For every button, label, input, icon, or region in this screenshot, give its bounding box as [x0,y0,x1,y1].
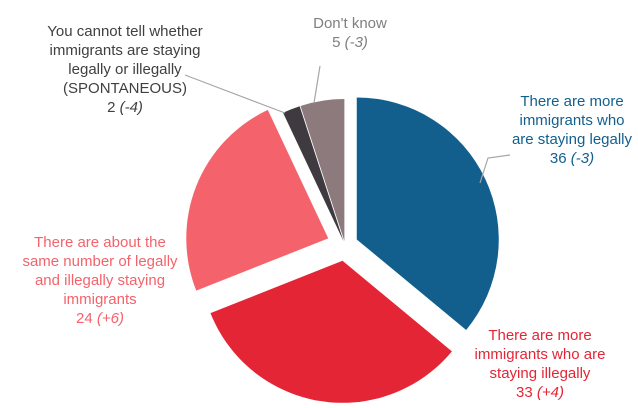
pie-slice [356,97,499,330]
slice-label-line: (SPONTANEOUS) [63,80,187,97]
slice-label-line: immigrants [63,291,137,308]
slice-label: You cannot tell whether immigrants are st… [0,22,250,117]
slice-change: (+6) [96,310,124,327]
slice-label-line: There are about the [34,234,166,251]
slice-change: (-3) [344,34,368,51]
slice-label: There are about the same number of legall… [5,233,195,328]
slice-change: (+4) [536,384,564,401]
slice-label-line: immigrants who [519,112,625,129]
slice-label: There are more immigrants who are staying … [487,92,638,168]
slice-value-line: 2 (-4) [0,98,250,117]
slice-change: (-3) [570,150,595,167]
leader-line [479,154,511,184]
slice-label-line: immigrants who are [474,346,606,363]
slice-value: 36 [549,150,567,167]
slice-label-line: are staying legally [511,131,633,148]
slice-value: 5 [332,34,341,51]
leader-lines [184,65,511,184]
slice-value: 33 [516,384,533,401]
slice-label-line: There are more [488,327,592,344]
slice-label-line: immigrants are staying [49,42,201,59]
slice-label: There are more immigrants who are staying … [440,326,638,402]
slice-label-line: There are more [520,93,624,110]
slice-change: (-4) [119,99,143,116]
slice-value-line: 33 (+4) [440,383,638,402]
slice-value-line: 5 (-3) [300,33,400,52]
leader-line [313,65,321,104]
pie-slice [210,260,452,403]
slice-label: Don't know 5 (-3) [300,14,400,52]
slice-label-line: legally or illegally [68,61,182,78]
slice-value-line: 36 (-3) [487,149,638,168]
slice-label-line: Don't know [313,15,387,32]
slice-label-line: staying illegally [489,365,591,382]
slice-value: 2 [107,99,116,116]
pie-slice [283,106,344,242]
slice-label-line: You cannot tell whether [47,23,203,40]
slice-label-line: and illegally staying [34,272,166,289]
pie-slices [186,97,499,403]
slice-value-line: 24 (+6) [5,309,195,328]
pie-slice [186,109,329,291]
slice-label-line: same number of legally [22,253,178,270]
leader-line [184,74,286,114]
pie-slice [300,99,345,242]
slice-value: 24 [76,310,93,327]
